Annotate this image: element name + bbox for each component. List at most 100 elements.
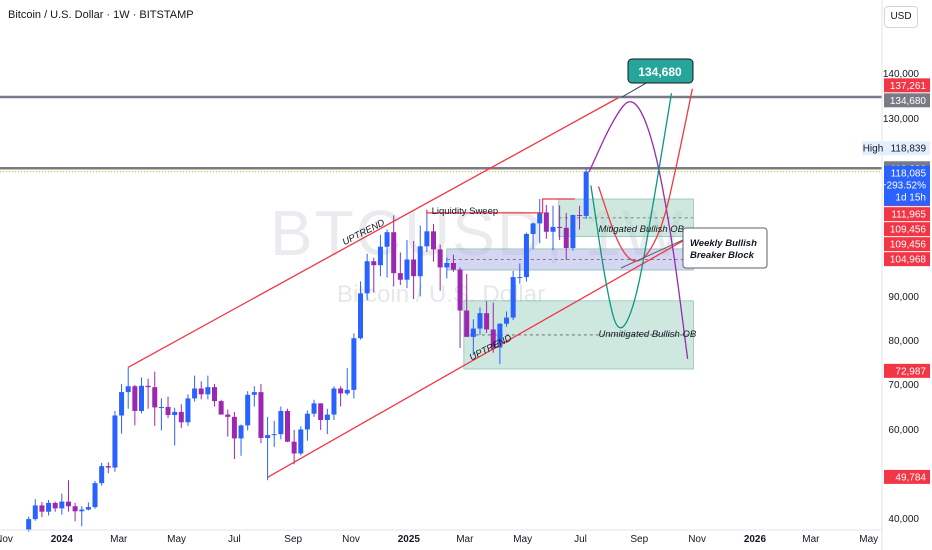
current-price-label: 118,085 — [891, 169, 927, 180]
price-tag-bg — [884, 207, 930, 222]
current-price-bg — [884, 165, 930, 206]
x-tick-label: Sep — [630, 534, 648, 545]
candle-body — [510, 277, 516, 318]
candle-body — [583, 171, 589, 216]
price-tag: 134,680 — [884, 93, 930, 108]
candle-body — [523, 233, 529, 278]
candle-body — [158, 406, 164, 408]
candle-body — [291, 441, 297, 454]
candles-layer — [26, 167, 589, 532]
x-tick-label: 2025 — [398, 534, 421, 545]
price-tag: 72,987 — [884, 363, 930, 378]
candle-body — [557, 226, 563, 228]
breaker-callout-box — [682, 227, 768, 269]
y-tick-label: 40,000 — [888, 514, 919, 525]
projection-curve-1 — [590, 93, 673, 329]
candle-body — [397, 273, 403, 280]
candle-body — [391, 232, 397, 274]
uptrend-label-top: UPTREND — [341, 217, 387, 248]
candle-body — [324, 414, 330, 420]
candle-body — [119, 392, 125, 416]
candle-body — [530, 223, 536, 234]
candle-body — [517, 277, 523, 279]
candle-body — [444, 263, 450, 268]
candle-body — [79, 509, 85, 512]
price-tags-layer: 137,261134,680118,830111,965111,965109,4… — [862, 78, 930, 484]
x-tick-label: Sep — [284, 534, 302, 545]
price-tag-bg — [884, 237, 930, 252]
candle-body — [26, 519, 32, 531]
candle-body — [92, 483, 98, 508]
price-tag-label: 111,965 — [891, 210, 926, 221]
candle-body — [231, 416, 237, 439]
mitigated-ob-label: Mitigated Bullish OB — [598, 224, 684, 235]
x-tick-label: 2026 — [744, 534, 767, 545]
candle-body — [52, 502, 58, 509]
y-tick-label: 140,000 — [883, 69, 920, 80]
candle-body — [457, 269, 463, 311]
candle-body — [145, 385, 151, 388]
projection-curve-0 — [588, 101, 689, 360]
y-tick-label: 60,000 — [888, 425, 919, 436]
candle-body — [417, 246, 423, 277]
target-callout-box — [627, 58, 694, 84]
x-tick-label: Nov — [0, 534, 13, 545]
candle-body — [225, 414, 231, 417]
price-tag: 109,456 — [884, 237, 930, 252]
candle-body — [251, 392, 257, 395]
breaker-callout-line2: Breaker Block — [690, 250, 755, 261]
x-tick-label: Nov — [342, 534, 360, 545]
price-tag-label: 137,261 — [890, 81, 927, 92]
candle-body — [470, 328, 476, 337]
price-tag-label: 109,456 — [890, 225, 927, 236]
price-tag-bg — [884, 363, 930, 378]
candle-body — [46, 502, 52, 512]
candle-body — [537, 212, 543, 224]
target-callout-pointer — [621, 81, 649, 98]
price-tag-bg — [884, 78, 930, 93]
price-tag: 49,784 — [884, 469, 930, 484]
candle-body — [192, 388, 198, 399]
candle-body — [371, 261, 377, 266]
price-tag-bg — [884, 469, 930, 484]
price-levels-layer — [0, 95, 882, 173]
candle-body — [411, 259, 417, 277]
high-label-bg — [862, 141, 884, 156]
price-tag: 111,965 — [884, 207, 930, 222]
price-tag-label: 104,968 — [890, 255, 927, 266]
unmitigated-ob-label: Unmitigated Bullish OB — [598, 329, 696, 340]
y-tick-label: 70,000 — [888, 380, 919, 391]
candle-body — [278, 411, 284, 435]
breaker-callout-pointer — [620, 239, 684, 269]
candle-body — [39, 505, 45, 512]
candle-body — [245, 394, 251, 426]
candle-body — [112, 415, 118, 468]
x-tick-label: 2024 — [51, 534, 74, 545]
candle-body — [338, 388, 344, 394]
high-label-prefix: High — [863, 144, 884, 155]
high-value-bg — [884, 141, 930, 156]
candle-body — [132, 386, 138, 411]
candle-body — [198, 388, 204, 395]
candle-body — [364, 261, 370, 294]
candle-body — [424, 231, 430, 247]
price-tag: 137,261 — [884, 78, 930, 93]
candle-body — [218, 401, 224, 415]
candle-body — [258, 392, 264, 438]
candle-body — [138, 385, 144, 411]
x-tick-label: Nov — [688, 534, 706, 545]
x-tick-label: May — [513, 534, 532, 545]
x-tick-label: May — [167, 534, 186, 545]
candle-body — [304, 413, 310, 430]
candle-body — [550, 226, 556, 232]
candle-body — [358, 293, 364, 339]
price-tag-bg — [884, 252, 930, 267]
candle-body — [404, 259, 410, 280]
price-tag-bg — [884, 93, 930, 108]
candle-body — [384, 232, 390, 247]
candle-body — [318, 403, 324, 420]
currency-selector[interactable]: USD — [884, 6, 918, 28]
price-tag-label: 49,784 — [895, 472, 926, 483]
